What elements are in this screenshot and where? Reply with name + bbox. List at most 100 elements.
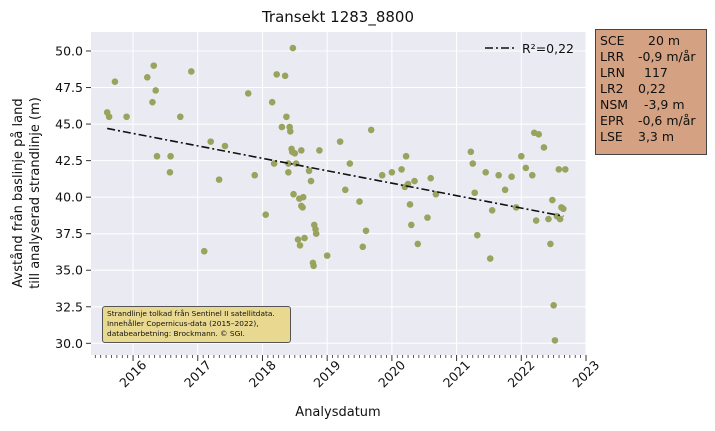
chart-title: Transekt 1283_8800	[261, 8, 414, 27]
data-point	[549, 196, 556, 204]
data-point	[336, 138, 344, 145]
data-point	[560, 205, 567, 213]
data-point	[532, 217, 540, 224]
stat-value: 0,22	[638, 81, 666, 96]
data-point	[286, 128, 294, 135]
source-note-line: Strandlinje tolkad från Sentinel II sate…	[107, 309, 275, 318]
y-tick-label: 40.0	[55, 190, 83, 205]
data-point	[367, 126, 375, 134]
data-point	[294, 236, 302, 243]
y-axis-label: Avstånd från baslinje på land till analy…	[11, 97, 43, 289]
data-point	[291, 150, 299, 157]
data-point	[551, 337, 559, 344]
trend-line	[107, 127, 564, 217]
data-point	[411, 177, 418, 185]
data-point	[289, 44, 297, 52]
data-point	[166, 169, 174, 176]
data-point	[297, 147, 305, 154]
data-point	[414, 240, 422, 248]
grid-lines	[91, 32, 587, 355]
data-point	[398, 166, 405, 173]
data-point	[270, 160, 278, 167]
data-point	[278, 123, 286, 131]
stat-value: -0,6 m/år	[638, 113, 696, 128]
y-tick-label: 42.5	[55, 153, 83, 168]
data-point	[471, 189, 479, 197]
stat-value: 117	[644, 65, 668, 80]
data-point	[207, 138, 215, 145]
data-point	[167, 152, 174, 160]
stat-value: -3,9 m	[644, 97, 685, 112]
data-point	[285, 169, 292, 176]
stat-key: LRR	[600, 49, 625, 64]
data-point	[467, 148, 475, 156]
data-point	[346, 160, 354, 167]
data-point	[111, 78, 119, 85]
stat-key: NSM	[600, 97, 629, 112]
data-point	[187, 68, 195, 75]
data-point	[307, 177, 315, 185]
data-point	[424, 214, 431, 221]
statistics-box: SCE 20 m LRR -0,9 m/år LRN 117 LR2 0,22 NSM -…	[595, 29, 707, 155]
data-point	[323, 252, 331, 259]
legend: R²=0,22	[485, 41, 574, 56]
x-tick-label: 2017	[181, 357, 214, 390]
data-point	[305, 167, 313, 175]
x-tick-label: 2021	[440, 357, 473, 390]
data-point	[290, 190, 297, 198]
data-point	[556, 215, 564, 223]
data-point	[473, 231, 481, 239]
data-point	[561, 166, 569, 173]
data-point	[150, 62, 158, 69]
data-point	[283, 113, 290, 121]
data-point	[281, 72, 289, 80]
data-point	[488, 207, 496, 214]
data-point	[310, 262, 317, 270]
data-point	[535, 131, 543, 138]
y-tick-label: 50.0	[55, 44, 83, 59]
data-point	[407, 221, 415, 229]
data-point	[262, 211, 270, 218]
data-point	[299, 204, 306, 211]
data-point	[296, 242, 304, 249]
y-tick-label: 45.0	[55, 117, 83, 132]
data-point	[215, 176, 223, 183]
stat-row: LR2 0,22	[600, 81, 702, 97]
data-point	[547, 240, 554, 248]
data-point	[273, 71, 281, 78]
data-point	[378, 171, 386, 179]
stat-key: EPR	[600, 113, 625, 128]
stat-row: EPR -0,6 m/år	[600, 113, 702, 129]
data-point	[123, 113, 130, 121]
y-tick-label: 47.5	[55, 80, 83, 95]
x-tick-label: 2020	[375, 357, 408, 390]
source-note-line: Innehåller Copernicus-data (2015–2022),	[107, 319, 259, 328]
data-point	[251, 171, 259, 179]
data-point	[299, 193, 307, 201]
x-tick-label: 2018	[246, 357, 279, 390]
x-tick-label: 2016	[116, 357, 149, 390]
y-tick-label: 32.5	[55, 299, 83, 314]
data-point	[176, 113, 184, 121]
data-point	[356, 198, 363, 205]
data-point	[268, 98, 276, 106]
legend-label: R²=0,22	[522, 41, 574, 56]
stat-key: SCE	[600, 33, 625, 48]
stat-key: LSE	[600, 129, 623, 144]
data-point	[469, 160, 477, 167]
stat-row: SCE 20 m	[600, 33, 702, 49]
y-axis-ticks: 30.0 32.5 35.0 37.5 40.0 42.5 45.0 47.5 50.0	[55, 44, 91, 351]
data-point	[149, 98, 156, 106]
data-point	[508, 173, 515, 180]
stat-row: LRN 117	[600, 65, 702, 81]
x-axis-label: Analysdatum	[295, 405, 380, 420]
data-point	[427, 174, 435, 182]
stat-value: -0,9 m/år	[638, 49, 696, 64]
data-point	[388, 169, 396, 176]
y-axis-label-line-2: till analyserad strandlinje (m)	[28, 97, 43, 289]
data-point	[517, 152, 525, 160]
data-point	[152, 87, 160, 94]
data-point	[301, 234, 308, 242]
